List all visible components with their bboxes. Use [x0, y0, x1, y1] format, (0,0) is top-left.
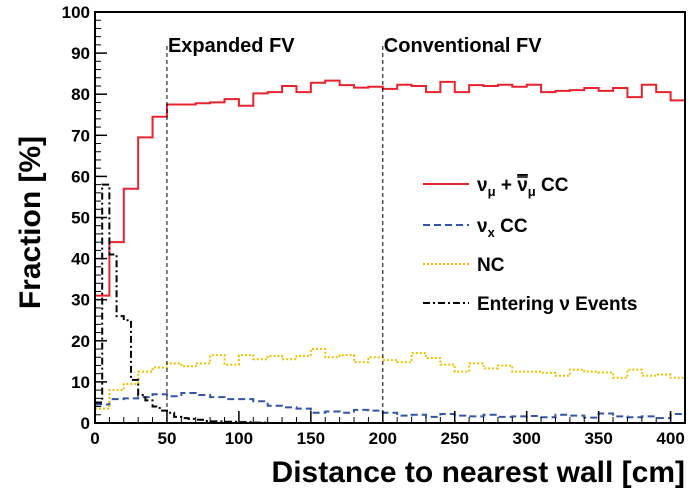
x-tick-label: 0: [90, 429, 99, 448]
y-tick-label: 80: [71, 85, 90, 104]
series-line-3: [95, 183, 283, 424]
y-tick-label: 60: [71, 167, 90, 186]
x-tick-label: 300: [513, 429, 541, 448]
legend-label: νμ + νμ CC: [477, 175, 569, 199]
series-layer: [95, 79, 685, 424]
y-tick-label: 70: [71, 126, 90, 145]
y-tick-label: 40: [71, 250, 90, 269]
legend-label: νx CC: [477, 216, 528, 240]
x-tick-label: 400: [656, 429, 684, 448]
legend-subscript: μ: [488, 184, 496, 199]
legend-subscript: μ: [528, 184, 536, 199]
legend-nu: ν: [477, 175, 488, 196]
legend-plus: +: [496, 175, 518, 196]
y-tick-label: 90: [71, 44, 90, 63]
legend-nubar: ν: [517, 175, 528, 196]
x-tick-label: 200: [369, 429, 397, 448]
y-tick-label: 30: [71, 291, 90, 310]
tick-layer: 0 10 20 30 40 50 60 70 80 90 100 0 50 100 150 200 250 300…: [62, 3, 685, 448]
legend-suffix: NC: [477, 255, 505, 276]
series-line-0: [95, 79, 685, 297]
y-tick-label: 50: [71, 209, 90, 228]
plot-frame: [94, 11, 686, 424]
x-tick-label: 50: [157, 429, 176, 448]
annotation-label: Conventional FV: [384, 35, 542, 57]
x-tick-label: 150: [297, 429, 325, 448]
y-tick-label: 100: [62, 3, 90, 22]
legend-suffix: Entering ν Events: [477, 294, 638, 315]
x-tick-label: 350: [584, 429, 612, 448]
x-tick-label: 250: [441, 429, 469, 448]
legend-subscript: x: [488, 225, 496, 240]
legend-suffix: CC: [495, 216, 528, 237]
y-tick-label: 20: [71, 332, 90, 351]
series-line-2: [95, 348, 685, 410]
legend-label: NC: [477, 255, 505, 276]
y-tick-label: 10: [71, 373, 90, 392]
annotation-layer: Expanded FV Conventional FV: [166, 35, 542, 423]
annotation-label: Expanded FV: [168, 35, 295, 57]
legend-suffix: CC: [536, 175, 569, 196]
x-tick-label: 100: [225, 429, 253, 448]
y-tick-label: 0: [81, 414, 90, 433]
x-axis-title: Distance to nearest wall [cm]: [272, 456, 685, 489]
legend-label: Entering ν Events: [477, 294, 638, 315]
y-axis-title: Fraction [%]: [14, 136, 47, 309]
series-line-1: [95, 391, 685, 420]
legend-nu: ν: [477, 216, 488, 237]
